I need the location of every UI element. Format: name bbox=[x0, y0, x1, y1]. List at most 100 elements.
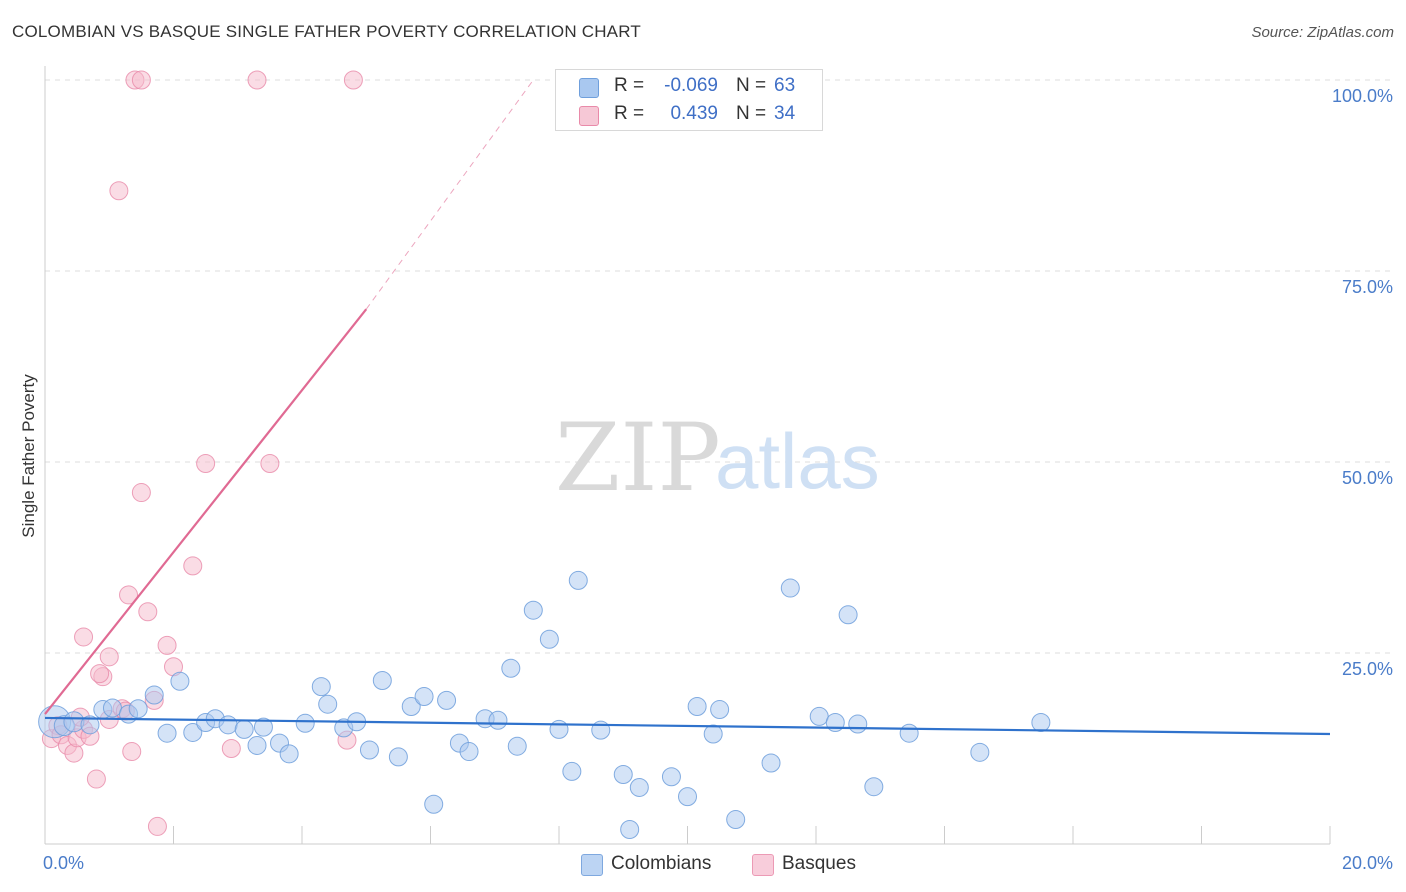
basques-point bbox=[131, 483, 151, 503]
colombians-point bbox=[372, 671, 392, 691]
colombians-series bbox=[38, 570, 1051, 839]
y-tick-labels: 25.0% 50.0% 75.0% 100.0% bbox=[1332, 86, 1393, 679]
grid-lines bbox=[45, 79, 1395, 654]
legend-r-label: R = bbox=[614, 103, 645, 124]
colombians-point bbox=[539, 629, 559, 649]
colombians-point bbox=[562, 761, 582, 781]
colombians-point bbox=[488, 710, 508, 730]
basques-point bbox=[221, 739, 241, 758]
colombians-point bbox=[501, 658, 521, 678]
colombians-point bbox=[661, 767, 681, 787]
colombians-point bbox=[568, 570, 588, 590]
colombians-swatch bbox=[579, 78, 599, 98]
correlation-legend: R = -0.069 N = 63 R = 0.439 N = 34 bbox=[555, 69, 823, 131]
basques-point bbox=[90, 664, 110, 684]
colombians-point bbox=[234, 719, 254, 739]
colombians-point bbox=[144, 685, 164, 705]
trend-lines bbox=[44, 79, 1331, 736]
colombians-legend-label: Colombians bbox=[611, 853, 712, 874]
colombians-point bbox=[295, 713, 315, 733]
x-tick-label: 20.0% bbox=[1342, 853, 1393, 873]
colombians-point bbox=[414, 687, 434, 707]
y-tick-label: 50.0% bbox=[1342, 468, 1393, 488]
legend-n-label: N = bbox=[736, 103, 767, 124]
colombians-point bbox=[183, 722, 203, 742]
colombians-point bbox=[710, 700, 730, 720]
colombians-point bbox=[311, 677, 331, 697]
y-tick-label: 100.0% bbox=[1332, 86, 1393, 106]
x-tick-label: 0.0% bbox=[43, 853, 84, 873]
series-legend: Colombians Basques bbox=[0, 852, 1406, 878]
colombians-point bbox=[279, 744, 299, 764]
y-axis-label: Single Father Poverty bbox=[19, 374, 38, 538]
basques-point bbox=[74, 627, 94, 647]
colombians-point bbox=[318, 694, 338, 714]
basques-point bbox=[109, 181, 129, 201]
basques-point bbox=[99, 647, 119, 667]
colombians-point bbox=[170, 671, 190, 691]
colombians-point bbox=[703, 724, 723, 744]
basques-point bbox=[196, 454, 216, 474]
basques-trend-line bbox=[44, 308, 368, 715]
basques-trend-extension bbox=[365, 79, 534, 310]
legend-n-value: 63 bbox=[774, 75, 796, 96]
legend-row-basques: R = 0.439 N = 34 bbox=[556, 101, 822, 129]
basques-point bbox=[138, 602, 158, 622]
colombians-point bbox=[102, 698, 122, 718]
legend-r-value: 0.439 bbox=[670, 103, 718, 124]
basques-legend-swatch bbox=[752, 854, 774, 876]
basques-swatch bbox=[579, 106, 599, 126]
basques-point bbox=[86, 769, 106, 789]
colombians-point bbox=[424, 794, 444, 814]
colombians-point bbox=[780, 578, 800, 598]
basques-point bbox=[147, 816, 167, 836]
basques-point bbox=[260, 454, 280, 474]
colombians-point bbox=[613, 764, 633, 784]
colombians-point bbox=[620, 819, 640, 839]
colombians-point bbox=[1031, 713, 1051, 733]
colombians-point bbox=[253, 717, 273, 737]
colombians-point bbox=[809, 706, 829, 726]
colombians-point bbox=[359, 740, 379, 760]
watermark-zip: ZIP bbox=[555, 404, 721, 513]
basques-point bbox=[183, 556, 203, 576]
x-tick-labels: 0.0% 20.0% bbox=[43, 853, 1393, 873]
colombians-point bbox=[128, 699, 148, 719]
colombians-point bbox=[388, 747, 408, 767]
colombians-point bbox=[761, 753, 781, 773]
watermark: ZIP atlas bbox=[555, 404, 880, 513]
y-tick-label: 75.0% bbox=[1342, 277, 1393, 297]
basques-point bbox=[119, 585, 139, 605]
colombians-point bbox=[838, 605, 858, 625]
y-tick-label: 25.0% bbox=[1342, 659, 1393, 679]
colombians-point bbox=[63, 711, 85, 733]
colombians-legend-swatch bbox=[581, 854, 603, 876]
colombians-point bbox=[687, 696, 707, 716]
colombians-point bbox=[899, 723, 919, 743]
colombians-point bbox=[629, 777, 649, 797]
basques-point bbox=[247, 70, 267, 90]
colombians-point bbox=[437, 690, 457, 710]
colombians-point bbox=[523, 600, 543, 620]
colombians-point bbox=[549, 719, 569, 739]
legend-n-label: N = bbox=[736, 75, 767, 96]
basques-point bbox=[131, 70, 151, 90]
legend-n-value: 34 bbox=[774, 103, 796, 124]
basques-point bbox=[343, 70, 363, 90]
basques-legend-label: Basques bbox=[782, 853, 856, 874]
legend-r-label: R = bbox=[614, 75, 645, 96]
colombians-point bbox=[459, 742, 479, 762]
colombians-point bbox=[218, 715, 238, 735]
legend-row-colombians: R = -0.069 N = 63 bbox=[556, 73, 822, 101]
basques-point bbox=[122, 742, 142, 762]
legend-r-value: -0.069 bbox=[664, 75, 718, 96]
basques-point bbox=[157, 635, 177, 655]
colombians-point bbox=[157, 723, 177, 743]
colombians-point bbox=[970, 742, 990, 762]
colombians-point bbox=[678, 787, 697, 807]
colombians-point bbox=[507, 736, 527, 756]
colombians-point bbox=[401, 696, 421, 716]
colombians-point bbox=[726, 810, 746, 830]
colombians-point bbox=[848, 714, 868, 734]
